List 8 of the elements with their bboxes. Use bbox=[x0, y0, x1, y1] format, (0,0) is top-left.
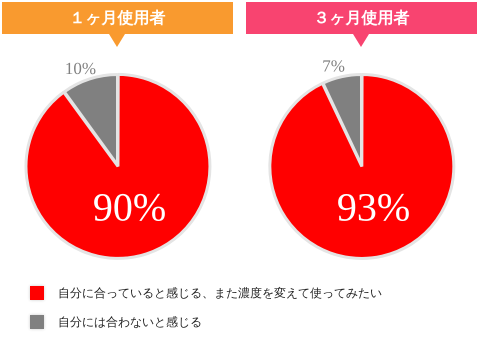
data-label: 90% bbox=[92, 184, 166, 230]
data-label: 93% bbox=[336, 184, 410, 230]
data-label: 10% bbox=[64, 58, 96, 78]
chart-title: ３ヶ月使用者 bbox=[246, 2, 477, 34]
data-label: 7% bbox=[322, 56, 345, 76]
legend-label: 自分には合わないと感じる bbox=[58, 314, 202, 330]
chart-title: １ヶ月使用者 bbox=[2, 2, 233, 34]
legend-label: 自分に合っていると感じる、また濃度を変えて使ってみたい bbox=[58, 284, 382, 302]
